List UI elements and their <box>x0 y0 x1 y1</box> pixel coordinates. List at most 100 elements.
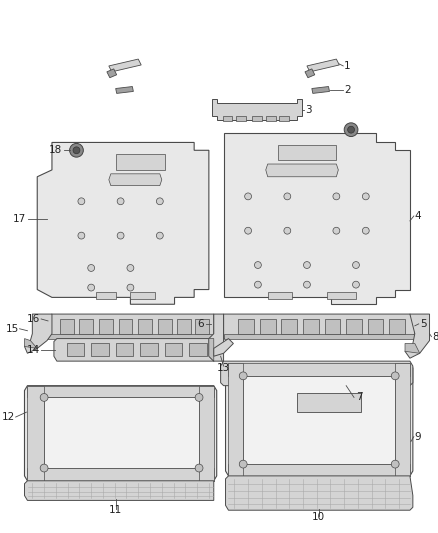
Polygon shape <box>238 319 254 334</box>
Text: 2: 2 <box>344 85 351 95</box>
Text: 15: 15 <box>5 324 18 334</box>
Polygon shape <box>229 464 410 476</box>
Polygon shape <box>327 292 356 300</box>
Polygon shape <box>25 314 52 353</box>
Text: 13: 13 <box>217 363 230 373</box>
Polygon shape <box>119 319 132 334</box>
Polygon shape <box>116 343 133 356</box>
Polygon shape <box>25 338 37 349</box>
Circle shape <box>362 193 369 200</box>
Polygon shape <box>305 69 315 78</box>
Circle shape <box>284 193 291 200</box>
Circle shape <box>78 198 85 205</box>
Circle shape <box>78 232 85 239</box>
Polygon shape <box>346 319 362 334</box>
Polygon shape <box>266 164 338 177</box>
Polygon shape <box>301 365 317 381</box>
Polygon shape <box>279 116 289 121</box>
Polygon shape <box>165 343 182 356</box>
Polygon shape <box>107 69 117 78</box>
Polygon shape <box>279 365 294 381</box>
Polygon shape <box>405 343 420 353</box>
Text: 17: 17 <box>13 214 26 224</box>
Circle shape <box>304 262 311 269</box>
Polygon shape <box>256 365 272 381</box>
Polygon shape <box>229 363 410 376</box>
Polygon shape <box>140 343 158 356</box>
Polygon shape <box>226 363 413 476</box>
Polygon shape <box>131 292 155 300</box>
Polygon shape <box>37 142 209 304</box>
Polygon shape <box>109 174 162 185</box>
Circle shape <box>304 281 311 288</box>
Polygon shape <box>391 365 407 381</box>
Polygon shape <box>25 386 217 481</box>
Text: 10: 10 <box>312 512 325 522</box>
Polygon shape <box>223 334 415 338</box>
Polygon shape <box>212 99 302 120</box>
Polygon shape <box>268 292 292 300</box>
Text: 1: 1 <box>344 61 351 71</box>
Circle shape <box>254 281 261 288</box>
Polygon shape <box>368 319 383 334</box>
Polygon shape <box>177 319 191 334</box>
Polygon shape <box>28 386 44 481</box>
Text: 6: 6 <box>198 319 204 329</box>
Polygon shape <box>229 363 243 476</box>
Circle shape <box>391 460 399 468</box>
Polygon shape <box>307 59 339 72</box>
Circle shape <box>117 198 124 205</box>
Text: 4: 4 <box>415 211 421 221</box>
Polygon shape <box>389 319 405 334</box>
Polygon shape <box>303 319 319 334</box>
Circle shape <box>156 198 163 205</box>
Polygon shape <box>209 314 223 361</box>
Circle shape <box>254 262 261 269</box>
Text: 5: 5 <box>420 319 426 329</box>
Text: 7: 7 <box>356 392 363 402</box>
Polygon shape <box>47 314 214 338</box>
Circle shape <box>333 193 340 200</box>
Circle shape <box>73 147 80 154</box>
Text: 12: 12 <box>1 412 15 422</box>
Polygon shape <box>260 319 276 334</box>
Polygon shape <box>312 86 329 93</box>
Polygon shape <box>214 338 233 356</box>
Text: 14: 14 <box>27 345 40 356</box>
Polygon shape <box>109 59 141 72</box>
Polygon shape <box>223 133 410 304</box>
Polygon shape <box>223 314 415 338</box>
Polygon shape <box>297 392 361 412</box>
Circle shape <box>245 193 251 200</box>
Polygon shape <box>79 319 93 334</box>
Polygon shape <box>158 319 172 334</box>
Polygon shape <box>195 319 209 334</box>
Circle shape <box>333 227 340 234</box>
Polygon shape <box>369 365 385 381</box>
Polygon shape <box>44 398 199 468</box>
Polygon shape <box>233 365 249 381</box>
Text: 9: 9 <box>415 432 421 442</box>
Polygon shape <box>54 338 217 361</box>
Text: 3: 3 <box>305 105 311 115</box>
Text: 18: 18 <box>49 146 62 155</box>
Polygon shape <box>96 292 116 300</box>
Circle shape <box>245 227 251 234</box>
Circle shape <box>117 232 124 239</box>
Circle shape <box>88 264 95 271</box>
Polygon shape <box>324 365 339 381</box>
Polygon shape <box>67 343 84 356</box>
Polygon shape <box>138 319 152 334</box>
Polygon shape <box>226 476 413 510</box>
Polygon shape <box>278 146 336 160</box>
Circle shape <box>156 232 163 239</box>
Polygon shape <box>116 154 165 170</box>
Polygon shape <box>60 319 74 334</box>
Polygon shape <box>209 338 214 361</box>
Circle shape <box>195 393 203 401</box>
Circle shape <box>284 227 291 234</box>
Circle shape <box>344 123 358 136</box>
Circle shape <box>353 262 360 269</box>
Circle shape <box>195 464 203 472</box>
Polygon shape <box>405 314 430 358</box>
